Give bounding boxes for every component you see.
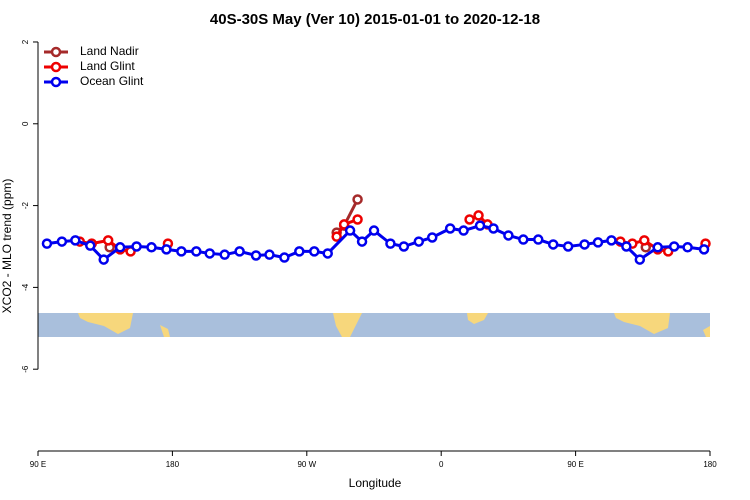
y-tick-label: -6 <box>21 365 30 373</box>
point <box>426 232 438 243</box>
point <box>533 234 544 245</box>
point <box>473 210 484 221</box>
point <box>652 242 663 253</box>
point <box>338 219 350 230</box>
point <box>518 234 529 245</box>
point <box>413 236 425 247</box>
point <box>606 235 617 246</box>
point <box>98 254 109 265</box>
point <box>309 246 320 257</box>
land <box>467 313 488 324</box>
land <box>333 313 362 337</box>
point <box>547 239 559 250</box>
point <box>356 236 368 247</box>
point <box>474 220 486 231</box>
point <box>682 242 693 253</box>
point <box>368 225 380 236</box>
y-tick-label: 0 <box>21 121 30 126</box>
legend-marker <box>50 61 62 73</box>
point <box>444 223 456 234</box>
point <box>458 225 469 236</box>
legend-label: Land Nadir <box>80 44 139 58</box>
legend-marker <box>50 46 62 58</box>
x-tick-label: 180 <box>703 460 717 469</box>
point <box>70 235 81 246</box>
point <box>562 241 574 252</box>
point <box>352 214 363 225</box>
ocean-band <box>38 313 710 337</box>
point <box>634 254 646 265</box>
point <box>85 240 96 251</box>
point <box>592 237 604 248</box>
point <box>331 231 342 242</box>
point <box>219 249 230 260</box>
point <box>279 252 290 263</box>
map-strip <box>38 313 710 337</box>
point <box>698 244 710 255</box>
point <box>191 246 202 257</box>
point <box>114 242 126 253</box>
land <box>703 326 710 337</box>
point <box>41 238 53 249</box>
point <box>264 249 275 260</box>
legend-label: Ocean Glint <box>80 74 144 88</box>
land <box>614 313 670 334</box>
x-tick-label: 90 W <box>297 460 316 469</box>
point <box>579 239 590 250</box>
land <box>78 313 133 334</box>
land <box>160 325 170 337</box>
point <box>131 241 142 252</box>
point <box>204 248 215 259</box>
point <box>344 225 356 236</box>
legend-marker <box>50 76 62 88</box>
point <box>294 246 305 257</box>
point <box>398 241 410 252</box>
point <box>621 241 632 252</box>
point <box>385 238 396 249</box>
x-tick-label: 180 <box>166 460 180 469</box>
point <box>322 248 333 259</box>
x-tick-label: 0 <box>439 460 444 469</box>
point <box>176 246 187 257</box>
point <box>488 223 499 234</box>
chart-title: 40S-30S May (Ver 10) 2015-01-01 to 2020-… <box>210 11 540 28</box>
point <box>146 242 157 253</box>
y-axis-label: XCO2 - MLO trend (ppm) <box>0 179 14 314</box>
point <box>102 235 114 246</box>
point <box>352 194 363 205</box>
point <box>161 244 172 255</box>
y-tick-label: -2 <box>21 201 30 209</box>
x-axis-label: Longitude <box>349 476 402 490</box>
point <box>503 230 514 241</box>
point <box>668 241 680 252</box>
legend-label: Land Glint <box>80 59 135 73</box>
y-tick-label: 2 <box>21 39 30 44</box>
point <box>464 214 475 225</box>
y-tick-label: -4 <box>21 283 30 291</box>
point <box>234 246 245 257</box>
x-tick-label: 90 E <box>30 460 46 469</box>
point <box>639 235 650 246</box>
x-tick-label: 90 E <box>567 460 583 469</box>
point <box>250 250 262 261</box>
point <box>56 236 68 247</box>
